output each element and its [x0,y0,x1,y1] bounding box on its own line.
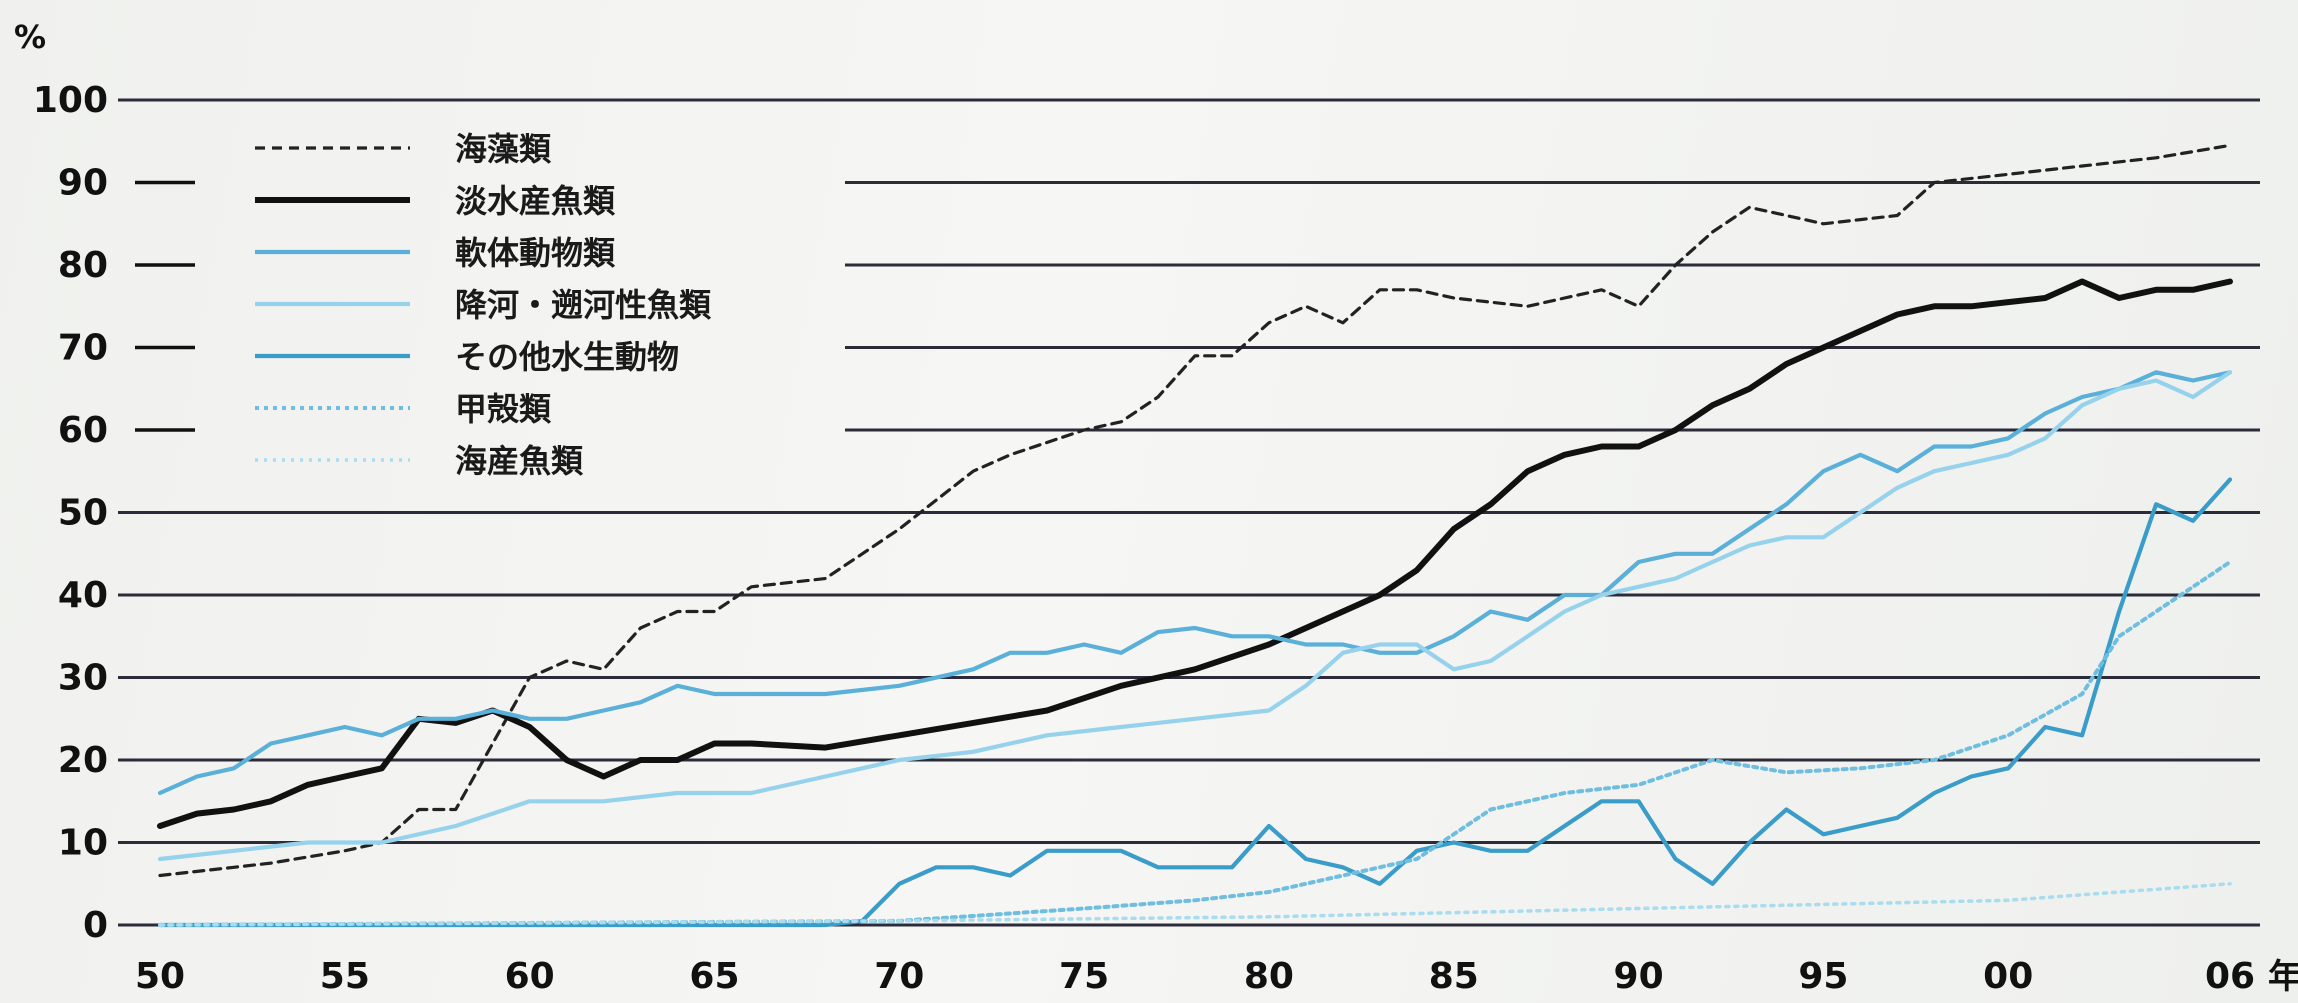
legend-label: その他水生動物 [455,338,679,376]
series-line-1 [158,143,2232,878]
y-tick-label: 60 [58,410,108,451]
series-line-5 [157,477,2233,928]
x-tick-label: 75 [1059,956,1109,997]
legend-label: 軟体動物類 [455,234,616,272]
legend-label: 降河・遡河性魚類 [455,286,712,324]
legend-label: 淡水産魚類 [455,182,616,220]
series-line-7 [158,882,2232,927]
legend-label: 海藻類 [455,130,552,168]
x-tick-label: 90 [1614,956,1664,997]
legend-label: 甲殻類 [455,390,552,428]
grid-lines [118,98,2260,927]
y-tick-label: 10 [58,823,108,864]
x-tick-label: 95 [1798,956,1848,997]
x-tick-label: 70 [874,956,924,997]
y-tick-label: 20 [58,740,108,781]
y-tick-label: 40 [58,575,108,616]
y-tick-label: 50 [58,493,108,534]
y-tick-label: 0 [83,905,108,946]
x-tick-label: 50 [135,956,185,997]
series-lines [157,143,2233,928]
series-line-2 [157,278,2233,829]
y-tick-label: 90 [58,163,108,204]
x-tick-label: 80 [1244,956,1294,997]
x-tick-label: 00 [1983,956,2033,997]
x-tick-label: 55 [320,956,370,997]
y-tick-label: 70 [58,328,108,369]
y-axis: % 0 10 20 30 40 50 60 70 80 90 100 [14,18,195,946]
y-tick-label: 30 [58,658,108,699]
y-tick-label: 80 [58,245,108,286]
legend-label: 海産魚類 [455,442,584,480]
y-unit-label: % [14,18,46,56]
y-tick-label: 100 [33,80,108,121]
x-unit-label: 年 [2268,957,2298,997]
series-line-3 [157,370,2233,796]
x-tick-label: 65 [689,956,739,997]
x-tick-label: 85 [1429,956,1479,997]
x-tick-label: 06 [2205,956,2255,997]
x-axis: 年 50 55 60 65 70 75 80 85 90 95 00 06 [135,956,2298,997]
x-tick-label: 60 [505,956,555,997]
series-line-6 [158,560,2232,927]
series-line-4 [157,370,2233,862]
